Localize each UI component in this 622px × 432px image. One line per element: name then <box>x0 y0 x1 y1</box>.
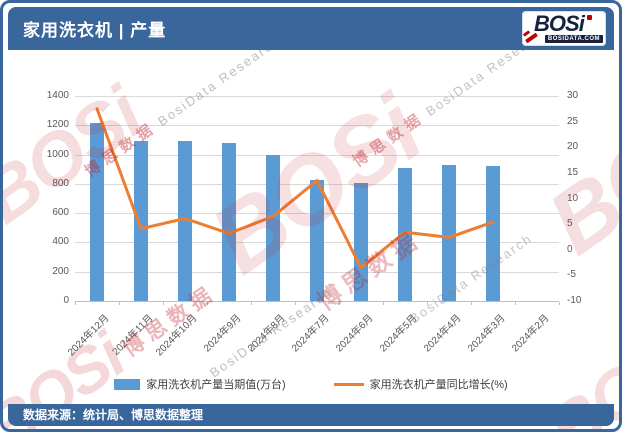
left-axis-tick-label: 800 <box>52 177 69 189</box>
bar-2024年3月 <box>486 165 500 301</box>
x-axis-tick <box>427 302 428 305</box>
legend-item-bar-series: 家用洗衣机产量当期值(万台) <box>114 376 286 392</box>
header-bar: 家用洗衣机 | 产量 BOSi BOSIDATA.COM <box>8 7 614 50</box>
x-axis-line <box>75 301 559 302</box>
right-axis-tick-label: 10 <box>567 192 579 204</box>
x-axis-tick <box>339 302 340 305</box>
x-axis-tick <box>559 302 560 305</box>
gridline <box>75 125 559 127</box>
bar-2024年9月 <box>222 142 236 301</box>
left-axis-tick-label: 1200 <box>46 119 69 131</box>
x-axis-tick <box>515 302 516 305</box>
bar-2024年12月 <box>90 123 104 301</box>
left-axis-tick-label: 400 <box>52 236 69 248</box>
right-axis-tick-label: 5 <box>567 218 573 230</box>
x-axis-tick <box>383 302 384 305</box>
legend-label: 家用洗衣机产量当期值(万台) <box>146 379 286 391</box>
chart-legend: 家用洗衣机产量当期值(万台) 家用洗衣机产量同比增长(%) <box>3 376 619 392</box>
legend-label: 家用洗衣机产量同比增长(%) <box>369 379 508 391</box>
bosi-logo-text: BOSi <box>534 11 585 36</box>
right-axis-tick-label: -5 <box>567 269 576 281</box>
bar-2024年7月 <box>310 180 324 301</box>
left-axis-tick-label: 1400 <box>46 90 69 101</box>
x-axis-tick <box>471 302 472 305</box>
gridline <box>75 96 559 97</box>
bar-2024年11月 <box>134 140 148 301</box>
x-axis-tick <box>207 302 208 305</box>
bar-2024年4月 <box>442 164 456 301</box>
left-axis-tick-label: 1000 <box>46 148 69 160</box>
page-title: 家用洗衣机 | 产量 <box>23 21 167 40</box>
right-axis-tick-label: 30 <box>567 90 579 101</box>
x-axis-tick <box>295 302 296 305</box>
right-axis-tick-label: -10 <box>567 295 582 306</box>
right-axis-tick-label: 0 <box>567 243 573 255</box>
x-axis-tick <box>251 302 252 305</box>
line-series-swatch-icon <box>333 382 364 386</box>
left-axis-tick-label: 0 <box>63 295 69 306</box>
logo-red-dot-icon <box>587 15 592 20</box>
logo-domain: BOSIDATA.COM <box>544 35 603 43</box>
bar-series-swatch-icon <box>114 378 141 390</box>
right-axis-tick-label: 25 <box>567 115 579 127</box>
data-source: 数据来源：统计局、博思数据整理 <box>23 408 204 422</box>
combo-chart: 0 200 400 600 800 1000 1200 1400 -10 -5 0 5 10 15 20 25… <box>3 3 619 429</box>
bar-2024年6月 <box>354 183 368 301</box>
left-axis-tick-label: 600 <box>52 207 69 219</box>
bosi-logo: BOSi BOSIDATA.COM <box>522 11 606 46</box>
x-axis-tick <box>75 302 76 305</box>
x-axis-tick <box>163 302 164 305</box>
right-axis-tick-label: 15 <box>567 166 579 178</box>
legend-item-line-series: 家用洗衣机产量同比增长(%) <box>333 376 508 392</box>
footer-bar: 数据来源：统计局、博思数据整理 <box>8 404 614 426</box>
right-axis-tick-label: 20 <box>567 141 579 153</box>
bar-2024年5月 <box>398 168 412 301</box>
bar-2024年8月 <box>266 155 280 301</box>
bar-2024年10月 <box>178 141 192 301</box>
left-axis-tick-label: 200 <box>52 265 69 277</box>
x-axis-tick <box>119 302 120 305</box>
